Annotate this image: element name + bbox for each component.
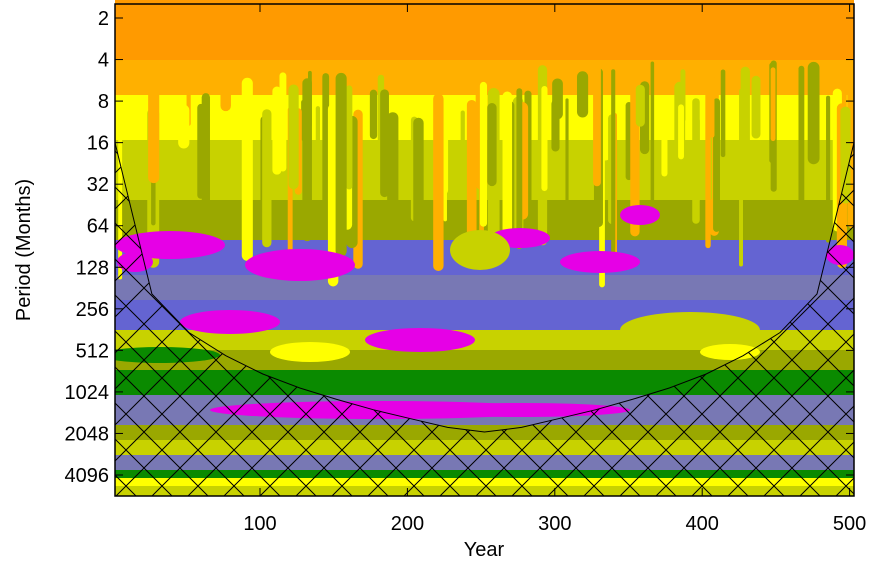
- y-tick-label: 4: [98, 50, 109, 72]
- power-streak: [487, 103, 497, 187]
- power-streak: [826, 95, 831, 243]
- power-streak: [593, 61, 601, 187]
- power-streak: [279, 72, 287, 172]
- plot-frame: [114, 3, 855, 497]
- x-tick-label: 300: [538, 513, 571, 535]
- y-tick-label: 2: [98, 8, 109, 30]
- power-streak: [661, 107, 668, 177]
- power-band: [115, 275, 854, 300]
- contour-region: [480, 372, 720, 384]
- contour-region: [270, 342, 350, 362]
- y-tick-label: 16: [87, 133, 109, 155]
- y-tick-label: 1024: [65, 382, 110, 404]
- y-tick-label: 64: [87, 216, 109, 238]
- contour-region: [450, 230, 510, 270]
- power-streak: [220, 70, 231, 112]
- power-streak: [798, 65, 805, 239]
- power-streak: [433, 93, 444, 272]
- y-tick-label: 2048: [65, 423, 110, 445]
- power-streak: [565, 98, 569, 236]
- power-streak: [739, 89, 743, 267]
- cone-of-influence-hatch: [115, 142, 854, 496]
- contour-region: [560, 251, 640, 273]
- y-tick-label: 128: [76, 257, 109, 279]
- x-axis-title: Year: [464, 539, 505, 561]
- power-streak: [272, 86, 282, 175]
- x-tick-label: 100: [243, 513, 276, 535]
- cone-of-influence-line: [115, 142, 854, 433]
- power-streak: [541, 86, 548, 192]
- x-axis: 100 200 300 400 500: [243, 4, 866, 535]
- x-tick-label: 200: [391, 513, 424, 535]
- power-streak: [479, 81, 488, 227]
- power-streak: [335, 72, 347, 257]
- contour-region: [365, 328, 475, 352]
- power-streak: [380, 89, 389, 198]
- contour-region: [410, 403, 630, 417]
- power-streak: [387, 112, 399, 216]
- contour-region: [180, 310, 280, 334]
- power-streak: [705, 79, 711, 249]
- power-streak: [307, 70, 312, 127]
- power-band: [115, 0, 854, 60]
- power-streak: [262, 109, 272, 248]
- power-streak: [751, 75, 761, 139]
- plot-area: [115, 0, 854, 496]
- contour-region: [115, 231, 225, 259]
- power-streak: [678, 104, 684, 160]
- power-streak: [443, 115, 447, 222]
- power-streak: [693, 117, 700, 203]
- power-streak: [720, 69, 726, 158]
- power-streak: [466, 99, 477, 245]
- power-streak: [635, 84, 645, 127]
- y-tick-label: 32: [87, 174, 109, 196]
- power-streak: [516, 88, 523, 250]
- x-tick-label: 400: [686, 513, 719, 535]
- power-streak: [770, 67, 776, 142]
- power-streak: [576, 71, 589, 118]
- power-streak: [611, 69, 616, 259]
- power-streak: [315, 106, 321, 151]
- power-streak: [345, 85, 353, 190]
- x-tick-label: 500: [833, 513, 866, 535]
- power-streak: [709, 63, 715, 138]
- power-streak: [369, 89, 378, 140]
- power-streak: [650, 61, 655, 229]
- power-streak: [148, 64, 160, 184]
- power-streak: [178, 104, 190, 149]
- y-tick-label: 256: [76, 299, 109, 321]
- y-tick-label: 8: [98, 91, 109, 113]
- power-streak: [502, 91, 513, 236]
- contour-region: [245, 249, 355, 281]
- power-streak: [713, 98, 721, 232]
- power-streak: [551, 99, 560, 152]
- y-axis-title: Period (Months): [13, 179, 35, 321]
- power-streak: [201, 93, 210, 250]
- power-streak: [807, 61, 820, 165]
- power-streak: [241, 77, 253, 261]
- y-tick-label: 4096: [65, 465, 110, 487]
- contour-region: [620, 312, 760, 348]
- y-tick-label: 512: [76, 340, 109, 362]
- power-streak: [322, 73, 330, 234]
- power-streak: [288, 84, 299, 190]
- y-axis: 2 4 8 16 32 64 128 256 512 1024 2048 4096: [65, 8, 854, 487]
- contour-region: [620, 205, 660, 225]
- power-streak: [460, 110, 465, 192]
- power-streak: [413, 117, 424, 231]
